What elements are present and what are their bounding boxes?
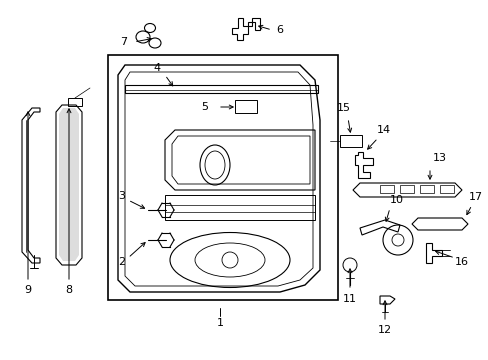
- Bar: [235, 100, 257, 113]
- Text: 15: 15: [336, 103, 350, 113]
- Bar: [399, 185, 413, 193]
- Bar: [419, 185, 433, 193]
- Text: 3: 3: [118, 191, 125, 201]
- Text: 4: 4: [153, 63, 160, 73]
- Text: 6: 6: [276, 25, 283, 35]
- Text: 11: 11: [342, 294, 356, 304]
- Text: 17: 17: [468, 192, 482, 202]
- Text: 16: 16: [454, 257, 468, 267]
- Polygon shape: [59, 108, 79, 261]
- Text: 2: 2: [118, 257, 125, 267]
- Bar: [339, 135, 361, 147]
- Bar: [68, 98, 82, 106]
- Text: 10: 10: [389, 195, 403, 205]
- Text: 1: 1: [216, 318, 223, 328]
- Text: 9: 9: [24, 285, 32, 295]
- Text: 13: 13: [432, 153, 446, 163]
- Text: 8: 8: [65, 285, 72, 295]
- Text: 14: 14: [376, 125, 390, 135]
- Bar: [439, 185, 453, 193]
- Bar: [108, 55, 337, 300]
- Bar: [379, 185, 393, 193]
- Text: 5: 5: [201, 102, 208, 112]
- Text: 12: 12: [377, 325, 391, 335]
- Text: 7: 7: [120, 37, 127, 47]
